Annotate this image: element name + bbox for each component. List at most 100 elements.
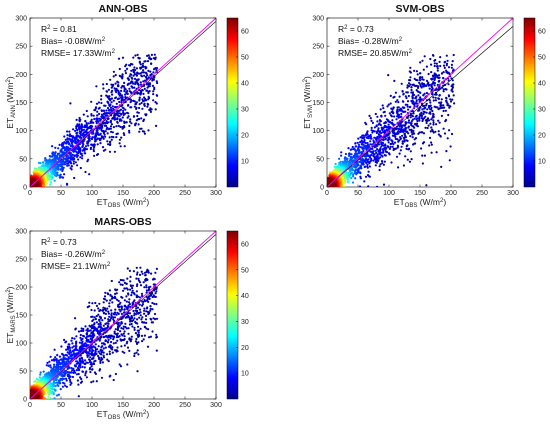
data-point <box>136 111 139 114</box>
data-point <box>112 107 115 110</box>
data-point <box>50 155 54 158</box>
data-point <box>79 166 82 170</box>
data-point <box>100 135 103 138</box>
data-point <box>87 136 90 140</box>
data-point <box>109 125 113 128</box>
data-point <box>437 130 440 133</box>
data-point <box>387 141 390 144</box>
data-point <box>387 152 391 155</box>
data-point <box>423 154 426 157</box>
r2-stat: R2 = 0.81 <box>41 24 77 34</box>
data-point <box>416 79 419 82</box>
data-point <box>442 88 445 91</box>
data-point <box>400 82 403 85</box>
data-point <box>78 120 81 123</box>
data-point <box>108 136 111 139</box>
data-point <box>101 116 104 120</box>
data-point <box>394 91 397 94</box>
data-point <box>76 145 79 148</box>
data-point <box>138 98 141 101</box>
data-point <box>82 113 85 116</box>
data-point <box>109 119 113 122</box>
x-tick-label: 0 <box>28 190 32 197</box>
data-point <box>109 127 112 130</box>
data-point <box>422 94 425 97</box>
data-point <box>89 146 93 149</box>
data-point <box>437 119 440 122</box>
data-point <box>104 104 107 107</box>
data-point <box>150 62 153 65</box>
data-point <box>444 88 447 91</box>
data-point <box>112 70 115 73</box>
data-point <box>139 67 142 70</box>
data-point <box>142 65 145 68</box>
data-point <box>397 130 400 133</box>
data-point <box>402 136 405 139</box>
data-point <box>121 126 124 129</box>
data-point <box>399 149 402 152</box>
data-point <box>79 156 82 159</box>
data-point <box>410 86 413 89</box>
data-point <box>153 88 156 91</box>
data-point <box>407 108 410 111</box>
y-axis-label: ETANN (W/m2) <box>5 76 17 129</box>
data-point <box>386 105 389 108</box>
data-point <box>357 143 360 146</box>
data-point <box>118 118 121 121</box>
data-point <box>143 96 146 99</box>
data-point <box>146 54 149 58</box>
data-point <box>406 105 409 108</box>
data-point <box>402 100 405 103</box>
data-point <box>104 114 107 117</box>
data-point <box>124 72 127 75</box>
data-point <box>422 141 426 144</box>
data-point <box>364 134 367 137</box>
data-point <box>375 131 378 135</box>
data-point <box>404 121 407 124</box>
data-point <box>42 161 45 164</box>
data-point <box>434 96 437 99</box>
data-point <box>95 153 99 156</box>
data-point <box>404 127 407 130</box>
data-point <box>415 70 418 73</box>
data-point <box>417 85 420 88</box>
data-point <box>366 141 369 145</box>
data-point <box>350 177 353 180</box>
data-point <box>413 69 416 72</box>
points-group <box>30 53 159 187</box>
data-point <box>388 147 391 150</box>
data-point <box>439 64 442 68</box>
data-point <box>84 145 88 148</box>
data-point <box>127 103 130 107</box>
data-point <box>124 108 127 111</box>
data-point <box>426 108 429 111</box>
data-point <box>129 118 132 121</box>
data-point <box>111 117 114 120</box>
data-point <box>85 126 88 129</box>
data-point <box>82 128 85 131</box>
data-point <box>340 151 343 154</box>
data-point <box>141 130 144 133</box>
data-point <box>111 105 114 108</box>
data-point <box>382 107 385 110</box>
data-point <box>68 134 71 138</box>
data-point <box>49 181 53 184</box>
data-point <box>366 163 369 166</box>
data-point <box>423 107 426 110</box>
data-point <box>432 99 435 102</box>
data-point <box>405 139 408 142</box>
data-point <box>406 158 409 161</box>
data-point <box>394 100 397 103</box>
data-point <box>409 66 412 69</box>
colorbar-tick-label: 60 <box>241 29 249 36</box>
data-point <box>443 132 447 135</box>
data-point <box>425 79 429 82</box>
data-point <box>124 96 127 99</box>
data-point <box>152 99 155 102</box>
colorbar-tick-label: 40 <box>241 81 249 88</box>
data-point <box>411 91 415 94</box>
data-point <box>118 138 121 141</box>
data-point <box>49 183 52 186</box>
data-point <box>378 152 381 155</box>
data-point <box>401 134 404 137</box>
